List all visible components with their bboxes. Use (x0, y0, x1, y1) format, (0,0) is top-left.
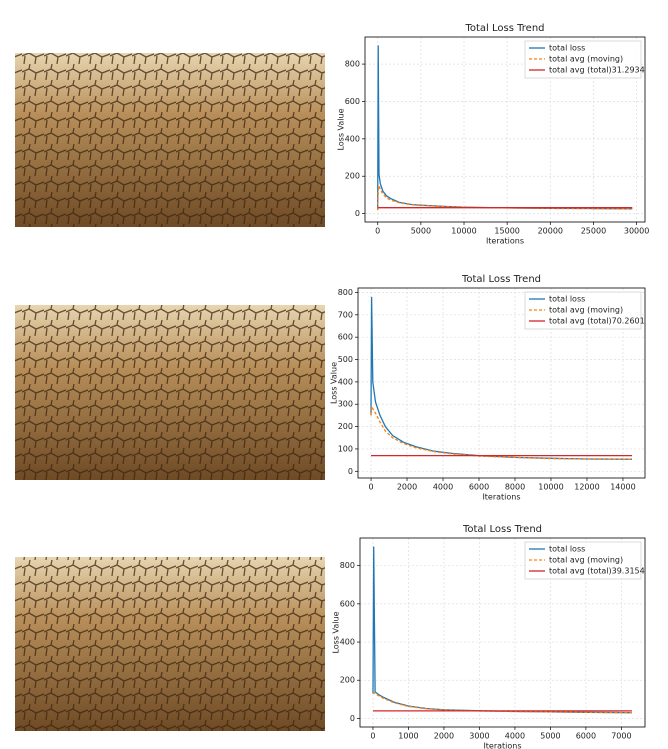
x-tick-label: 30000 (624, 227, 649, 236)
photo (15, 305, 325, 480)
x-tick-label: 4000 (433, 483, 453, 492)
x-axis-label: Iterations (486, 237, 524, 246)
x-axis-label: Iterations (483, 742, 521, 749)
x-tick-label: 14000 (610, 483, 635, 492)
x-tick-label: 6000 (576, 732, 596, 741)
photo (15, 53, 325, 227)
y-tick-label: 400 (345, 134, 360, 143)
legend-label: total loss (549, 295, 585, 304)
x-tick-label: 10000 (451, 227, 476, 236)
x-tick-label: 0 (370, 732, 375, 741)
y-tick-label: 600 (345, 97, 360, 106)
y-tick-label: 400 (338, 377, 353, 386)
y-tick-label: 700 (338, 310, 353, 319)
y-tick-label: 400 (340, 638, 355, 647)
y-tick-label: 300 (338, 400, 353, 409)
x-axis-label: Iterations (482, 493, 520, 502)
chart-title: Total Loss Trend (462, 524, 542, 535)
x-tick-label: 4000 (505, 732, 525, 741)
plot-frame (359, 537, 646, 728)
x-tick-label: 10000 (538, 483, 563, 492)
y-axis-label: Loss Value (337, 108, 346, 150)
x-tick-label: 1000 (398, 732, 418, 741)
x-tick-label: 2000 (434, 732, 454, 741)
y-tick-label: 200 (338, 422, 353, 431)
y-tick-label: 200 (340, 676, 355, 685)
legend-label: total loss (549, 44, 585, 53)
x-tick-label: 8000 (505, 483, 525, 492)
legend-label: total avg (moving) (549, 556, 623, 565)
y-axis-label: Loss Value (332, 611, 341, 653)
y-tick-label: 600 (338, 333, 353, 342)
y-tick-label: 800 (340, 561, 355, 570)
series-line (372, 691, 633, 714)
x-tick-label: 2000 (397, 483, 417, 492)
x-tick-label: 25000 (581, 227, 606, 236)
y-tick-label: 0 (350, 714, 355, 723)
y-tick-label: 500 (338, 355, 353, 364)
x-tick-label: 20000 (538, 227, 563, 236)
x-tick-label: 15000 (494, 227, 519, 236)
y-tick-label: 800 (338, 288, 353, 297)
x-tick-label: 0 (368, 483, 373, 492)
legend-label: total avg (moving) (549, 306, 623, 315)
series-line (377, 185, 633, 210)
x-tick-label: 5000 (411, 227, 431, 236)
legend-label: total loss (549, 545, 585, 554)
y-tick-label: 0 (355, 209, 360, 218)
chart-title: Total Loss Trend (464, 23, 544, 34)
chart-title: Total Loss Trend (461, 274, 541, 285)
y-axis-label: Loss Value (330, 362, 339, 404)
legend-label: total avg (total)31.2934 (549, 66, 645, 75)
x-tick-label: 0 (375, 227, 380, 236)
x-tick-label: 3000 (469, 732, 489, 741)
plot-frame (364, 36, 646, 223)
legend-label: total avg (moving) (549, 55, 623, 64)
x-tick-label: 7000 (611, 732, 631, 741)
series-line (377, 45, 633, 210)
legend-label: total avg (total)70.2601 (549, 317, 645, 326)
y-tick-label: 200 (345, 172, 360, 181)
plot-frame (357, 287, 646, 479)
x-tick-label: 6000 (469, 483, 489, 492)
series-line (370, 404, 633, 460)
legend-label: total avg (total)39.3154 (549, 567, 645, 576)
y-tick-label: 600 (340, 599, 355, 608)
x-tick-label: 5000 (540, 732, 560, 741)
y-tick-label: 0 (348, 467, 353, 476)
x-tick-label: 12000 (574, 483, 599, 492)
y-tick-label: 800 (345, 60, 360, 69)
photo (15, 557, 325, 731)
y-tick-label: 100 (338, 444, 353, 453)
